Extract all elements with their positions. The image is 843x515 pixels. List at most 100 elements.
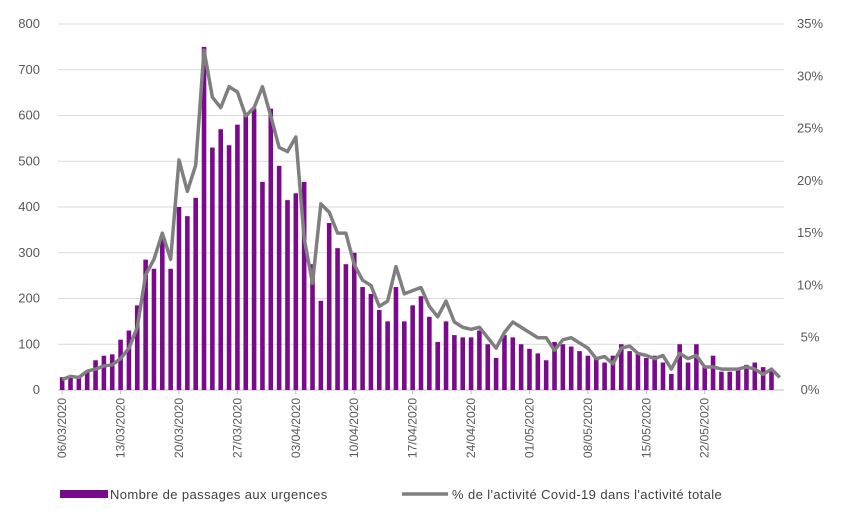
left-axis: 0 100 200 300 400 500 600 700 800 [18, 16, 40, 397]
x-tick-label: 27/03/2020 [230, 398, 244, 458]
bar [393, 287, 399, 390]
right-tick-label: 30% [797, 68, 823, 83]
bar [326, 223, 332, 390]
x-tick-label: 24/04/2020 [464, 398, 478, 458]
bar [151, 268, 157, 390]
bar [518, 344, 524, 390]
bar [59, 377, 65, 390]
bar [710, 355, 716, 390]
bar-series [59, 46, 774, 391]
bar [226, 145, 232, 390]
bar [168, 268, 173, 390]
x-axis: 06/03/2020 13/03/2020 20/03/2020 27/03/2020… [55, 390, 712, 458]
bar [543, 360, 549, 390]
bar [318, 300, 324, 390]
bar [126, 330, 132, 390]
bar [452, 335, 457, 390]
bar [627, 351, 632, 390]
bar [376, 309, 382, 390]
bar [769, 369, 774, 390]
right-tick-label: 10% [797, 277, 823, 292]
bar [635, 353, 641, 390]
bar [268, 108, 274, 390]
bar [427, 316, 432, 390]
legend-bar-label: Nombre de passages aux urgences [110, 487, 328, 502]
left-tick-label: 100 [18, 336, 40, 351]
bar [502, 335, 507, 390]
bar [527, 348, 532, 390]
bar [276, 165, 282, 390]
left-tick-label: 800 [18, 16, 40, 31]
bar [118, 339, 123, 390]
x-tick-label: 15/05/2020 [639, 398, 653, 458]
left-tick-label: 600 [18, 108, 40, 123]
bar [251, 108, 257, 390]
bar [735, 369, 741, 390]
bar [602, 362, 607, 390]
bar [418, 296, 424, 390]
bar [143, 259, 148, 390]
bar [301, 181, 307, 390]
bar [477, 330, 482, 390]
bar [360, 287, 365, 390]
bar [109, 354, 115, 390]
bar [694, 344, 699, 390]
legend: Nombre de passages aux urgences % de l'a… [60, 487, 722, 502]
bar [460, 337, 466, 390]
bar [593, 357, 599, 390]
bar [727, 371, 733, 390]
bar [644, 357, 649, 390]
bar [443, 321, 449, 390]
right-tick-label: 25% [797, 121, 823, 136]
bar [568, 346, 574, 390]
bar [752, 362, 758, 390]
bar [260, 181, 265, 390]
bar [410, 305, 415, 390]
x-tick-label: 10/04/2020 [347, 398, 361, 458]
bar [235, 124, 240, 391]
bar [101, 355, 107, 390]
right-tick-label: 20% [797, 173, 823, 188]
bar [193, 197, 198, 390]
x-tick-label: 20/03/2020 [172, 398, 186, 458]
legend-line-label: % de l'activité Covid-19 dans l'activité… [452, 487, 722, 502]
bar [560, 344, 566, 390]
bar [552, 341, 557, 390]
bar [468, 337, 474, 390]
bar [402, 321, 407, 390]
bar [385, 321, 390, 390]
left-tick-label: 400 [18, 199, 40, 214]
bar [218, 129, 224, 390]
bar [510, 337, 516, 390]
bar [335, 248, 340, 390]
left-tick-label: 500 [18, 153, 40, 168]
bar [744, 364, 749, 390]
bar [160, 239, 165, 390]
x-tick-label: 22/05/2020 [698, 398, 712, 458]
bar [660, 362, 666, 390]
bar [685, 362, 691, 390]
bar [485, 344, 491, 390]
legend-bar-swatch [60, 490, 108, 498]
x-tick-label: 06/03/2020 [55, 398, 69, 458]
x-tick-label: 13/03/2020 [114, 398, 128, 458]
line-path [61, 48, 782, 382]
bar [610, 355, 616, 390]
bar [652, 355, 657, 390]
bar [535, 353, 541, 390]
bar [76, 377, 82, 390]
bar [134, 305, 140, 390]
bar [343, 264, 349, 390]
left-tick-label: 0 [33, 382, 40, 397]
bar [577, 351, 582, 390]
bar [368, 293, 374, 390]
bar [68, 376, 73, 390]
bar [310, 264, 315, 390]
bar [293, 193, 299, 390]
bar [210, 147, 215, 390]
bar [176, 207, 182, 390]
bar [719, 371, 724, 390]
bar [585, 355, 591, 390]
x-tick-label: 17/04/2020 [406, 398, 420, 458]
